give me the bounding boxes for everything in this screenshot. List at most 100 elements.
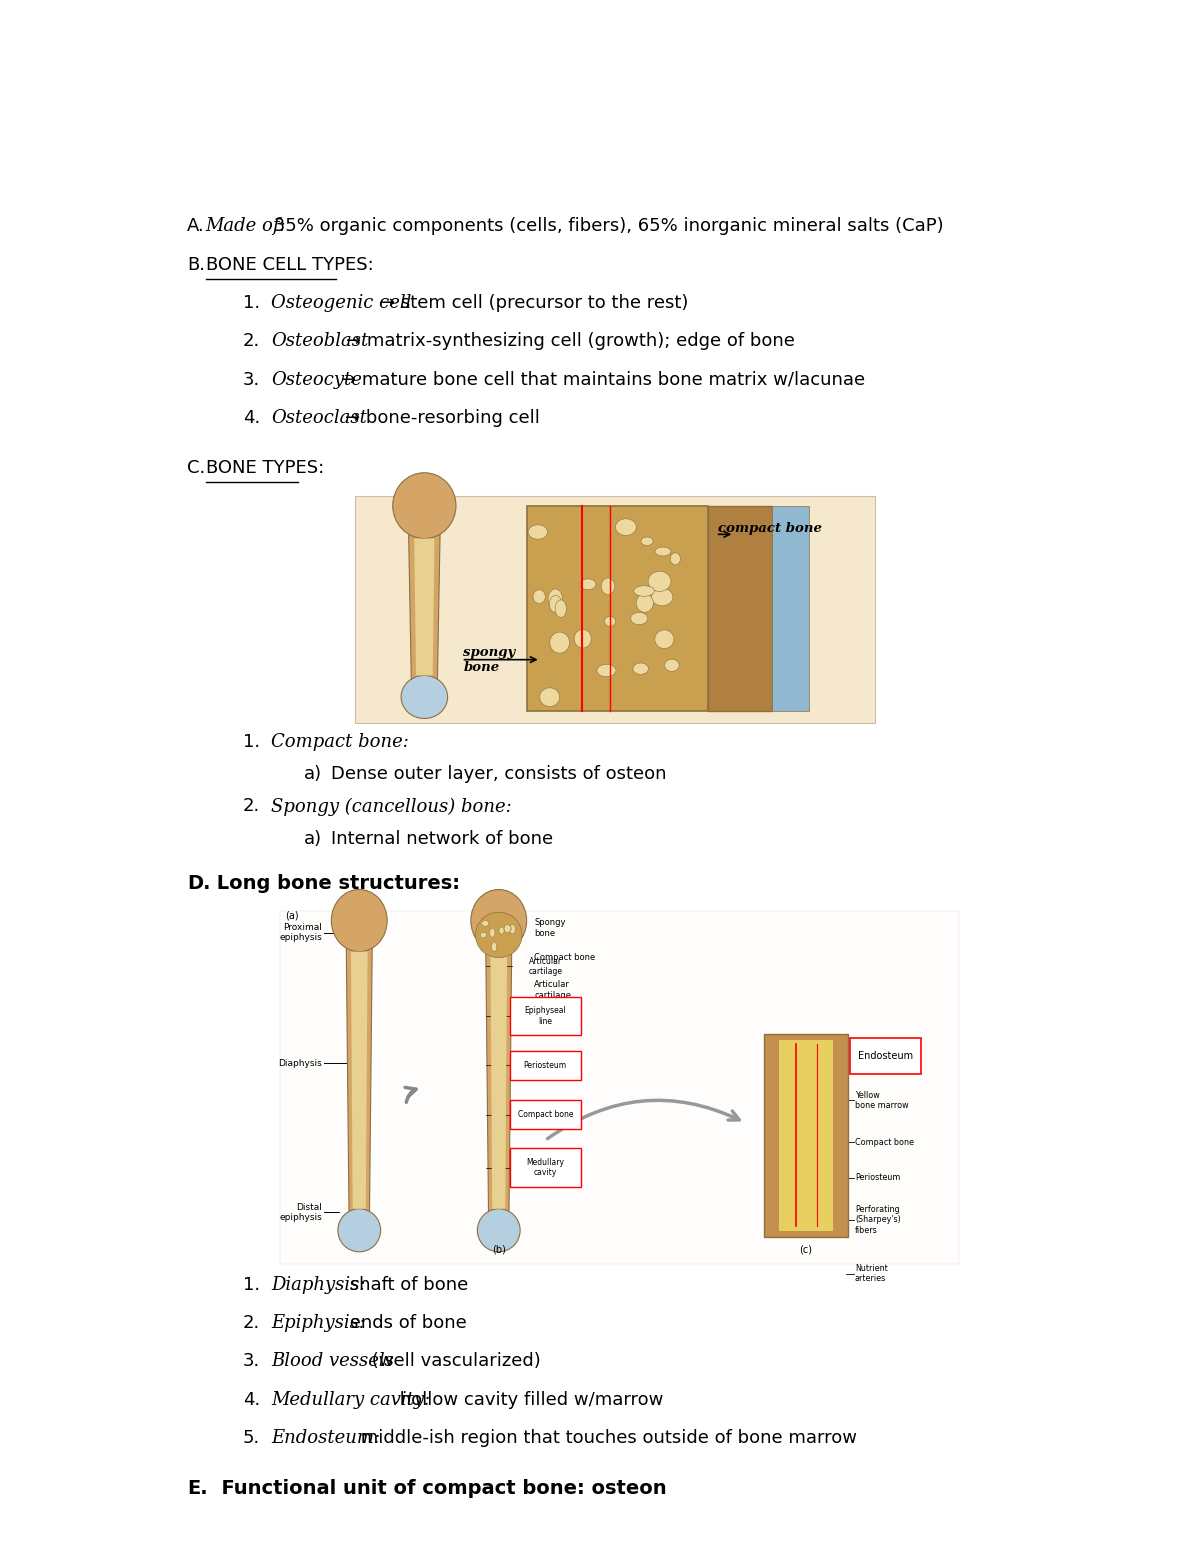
Text: D.: D. — [187, 874, 211, 893]
Text: Dense outer layer, consists of osteon: Dense outer layer, consists of osteon — [331, 766, 667, 783]
Text: compact bone: compact bone — [718, 522, 822, 536]
Polygon shape — [486, 943, 511, 1216]
Ellipse shape — [648, 572, 671, 592]
Text: C.: C. — [187, 460, 205, 477]
FancyBboxPatch shape — [772, 506, 809, 711]
FancyBboxPatch shape — [510, 997, 581, 1034]
Ellipse shape — [490, 929, 494, 936]
Text: 3.: 3. — [242, 1353, 260, 1370]
Polygon shape — [779, 1041, 833, 1232]
Ellipse shape — [504, 924, 511, 932]
Text: BONE CELL TYPES:: BONE CELL TYPES: — [206, 256, 373, 273]
Text: Yellow
bone marrow: Yellow bone marrow — [854, 1090, 908, 1110]
Text: Blood vessels: Blood vessels — [271, 1353, 394, 1370]
Polygon shape — [408, 528, 440, 682]
Text: Functional unit of compact bone: osteon: Functional unit of compact bone: osteon — [208, 1478, 666, 1499]
Text: middle-ish region that touches outside of bone marrow: middle-ish region that touches outside o… — [355, 1429, 858, 1447]
Ellipse shape — [655, 631, 674, 649]
Text: Articular
cartilage: Articular cartilage — [534, 980, 571, 1000]
Text: Compact bone: Compact bone — [517, 1110, 574, 1120]
Text: Periosteum: Periosteum — [854, 1174, 900, 1182]
Ellipse shape — [482, 921, 488, 926]
Ellipse shape — [505, 926, 511, 932]
Ellipse shape — [665, 660, 679, 671]
Ellipse shape — [671, 553, 680, 565]
Ellipse shape — [655, 547, 671, 556]
Text: A.: A. — [187, 217, 205, 236]
Text: Osteoclast: Osteoclast — [271, 408, 367, 427]
Ellipse shape — [540, 688, 559, 707]
Text: Medullary cavity:: Medullary cavity: — [271, 1390, 430, 1409]
Text: 1.: 1. — [242, 1275, 260, 1294]
FancyBboxPatch shape — [281, 912, 959, 1264]
Text: (b): (b) — [492, 1244, 505, 1255]
Text: (c): (c) — [799, 1244, 812, 1255]
Text: Endosteum: Endosteum — [858, 1051, 913, 1061]
Text: Osteoblast: Osteoblast — [271, 332, 368, 351]
Text: Nutrient
arteries: Nutrient arteries — [854, 1264, 888, 1283]
Text: B.: B. — [187, 256, 205, 273]
Ellipse shape — [652, 589, 673, 606]
Ellipse shape — [392, 472, 456, 539]
Ellipse shape — [641, 537, 653, 545]
FancyBboxPatch shape — [527, 506, 708, 711]
Ellipse shape — [528, 525, 547, 539]
Text: 5.: 5. — [242, 1429, 260, 1447]
Text: Endosteum:: Endosteum: — [271, 1429, 380, 1447]
Ellipse shape — [470, 890, 527, 952]
Text: Made of:: Made of: — [205, 217, 287, 236]
Text: → matrix-synthesizing cell (growth); edge of bone: → matrix-synthesizing cell (growth); edg… — [347, 332, 796, 351]
Ellipse shape — [475, 912, 522, 958]
Text: Distal
epiphysis: Distal epiphysis — [280, 1202, 322, 1222]
Polygon shape — [347, 943, 372, 1216]
Text: a): a) — [304, 766, 322, 783]
Text: 2.: 2. — [242, 1314, 260, 1332]
Text: a): a) — [304, 829, 322, 848]
Text: shaft of bone: shaft of bone — [344, 1275, 468, 1294]
Text: 3.: 3. — [242, 371, 260, 388]
Ellipse shape — [550, 595, 562, 612]
Text: Spongy (cancellous) bone:: Spongy (cancellous) bone: — [271, 797, 511, 815]
Text: 2.: 2. — [242, 797, 260, 815]
Text: Compact bone:: Compact bone: — [271, 733, 409, 750]
Ellipse shape — [499, 927, 504, 933]
Ellipse shape — [533, 590, 545, 604]
Polygon shape — [414, 539, 434, 676]
Polygon shape — [763, 1034, 847, 1238]
FancyBboxPatch shape — [851, 1037, 920, 1075]
Text: Internal network of bone: Internal network of bone — [331, 829, 553, 848]
Text: BONE TYPES:: BONE TYPES: — [206, 460, 324, 477]
Text: hollow cavity filled w/marrow: hollow cavity filled w/marrow — [395, 1390, 664, 1409]
Text: 4.: 4. — [242, 1390, 260, 1409]
Text: 35% organic components (cells, fibers), 65% inorganic mineral salts (CaP): 35% organic components (cells, fibers), … — [268, 217, 943, 236]
Text: spongy
bone: spongy bone — [463, 646, 516, 674]
Text: Compact bone: Compact bone — [854, 1138, 914, 1146]
Ellipse shape — [478, 1208, 520, 1252]
Text: Osteocyte: Osteocyte — [271, 371, 361, 388]
FancyBboxPatch shape — [355, 495, 876, 724]
Ellipse shape — [480, 932, 486, 938]
Text: Articular
cartilage: Articular cartilage — [528, 957, 563, 977]
FancyBboxPatch shape — [510, 1148, 581, 1186]
Ellipse shape — [548, 589, 563, 609]
Text: Medullary
cavity: Medullary cavity — [527, 1159, 564, 1177]
Text: Long bone structures:: Long bone structures: — [210, 874, 460, 893]
Text: 2.: 2. — [242, 332, 260, 351]
Ellipse shape — [556, 599, 566, 618]
Text: Epiphyseal
line: Epiphyseal line — [524, 1006, 566, 1025]
Text: E.: E. — [187, 1478, 208, 1499]
Ellipse shape — [605, 617, 616, 626]
FancyBboxPatch shape — [708, 506, 772, 711]
Ellipse shape — [634, 585, 654, 596]
Ellipse shape — [574, 629, 592, 648]
Text: → stem cell (precursor to the rest): → stem cell (precursor to the rest) — [379, 294, 688, 312]
Text: Proximal
epiphysis: Proximal epiphysis — [280, 922, 322, 943]
Text: → mature bone cell that maintains bone matrix w/lacunae: → mature bone cell that maintains bone m… — [341, 371, 865, 388]
Text: Perforating
(Sharpey's)
fibers: Perforating (Sharpey's) fibers — [854, 1205, 901, 1235]
Text: Spongy
bone: Spongy bone — [534, 918, 565, 938]
Ellipse shape — [338, 1208, 380, 1252]
Ellipse shape — [331, 890, 388, 952]
Ellipse shape — [616, 519, 636, 536]
Text: Diaphysis: Diaphysis — [278, 1059, 322, 1068]
Ellipse shape — [580, 579, 596, 590]
